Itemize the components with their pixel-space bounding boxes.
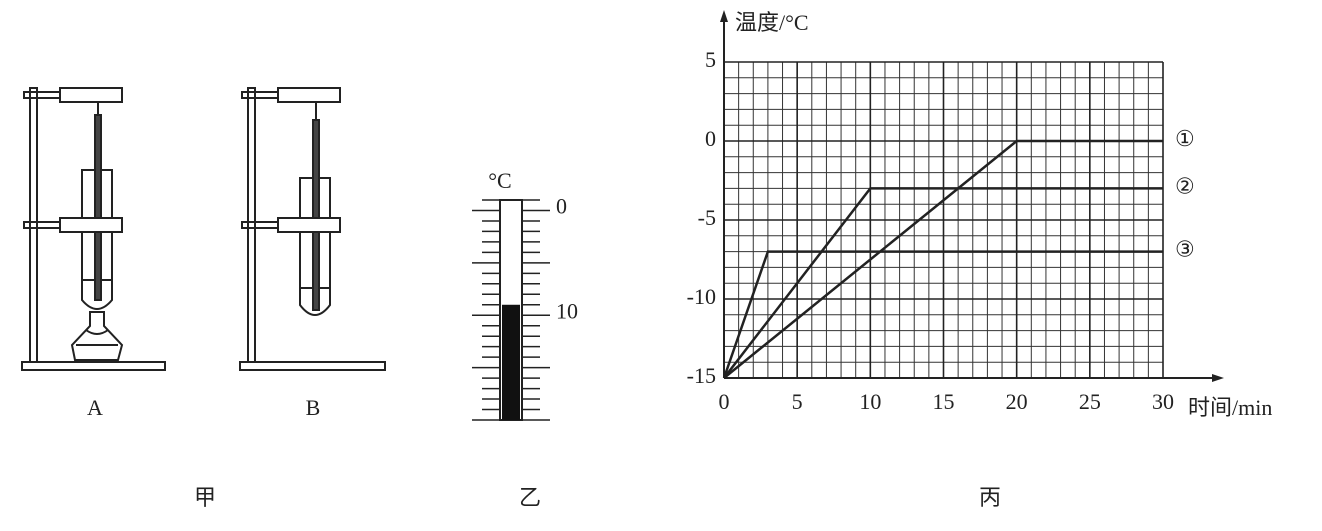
caption: 乙 xyxy=(519,485,541,510)
y-tick-label: -10 xyxy=(687,284,716,309)
x-tick-label: 30 xyxy=(1152,389,1174,414)
x-tick-label: 5 xyxy=(792,389,803,414)
apparatus-b xyxy=(239,87,386,371)
y-axis-arrow xyxy=(720,10,728,22)
x-tick-label: 15 xyxy=(933,389,955,414)
x-tick-label: 10 xyxy=(859,389,881,414)
series-label: ③ xyxy=(1175,237,1195,262)
thermometer-tick-label: 10 xyxy=(556,298,578,323)
y-axis-label: 温度/°C xyxy=(735,10,809,35)
y-tick-label: 5 xyxy=(705,47,716,72)
series-line xyxy=(722,250,1163,379)
label-a: A xyxy=(87,395,103,420)
caption: 丙 xyxy=(979,485,1001,510)
y-tick-label: -15 xyxy=(687,363,716,388)
thermometer-liquid xyxy=(502,304,520,420)
y-tick-label: 0 xyxy=(705,126,716,151)
thermometer-tick-label: 0 xyxy=(556,194,567,219)
apparatus-a xyxy=(21,87,166,371)
x-tick-label: 20 xyxy=(1006,389,1028,414)
thermometer-unit: °C xyxy=(488,168,511,193)
series-line xyxy=(723,139,1163,379)
x-tick-label: 0 xyxy=(719,389,730,414)
caption: 甲 xyxy=(194,485,216,510)
x-axis-label: 时间/min xyxy=(1188,395,1272,420)
y-tick-label: -5 xyxy=(698,205,716,230)
series-label: ① xyxy=(1175,126,1195,151)
series-line xyxy=(723,187,1163,379)
label-b: B xyxy=(306,395,321,420)
x-axis-arrow xyxy=(1212,374,1224,382)
series-label: ② xyxy=(1175,173,1195,198)
x-tick-label: 25 xyxy=(1079,389,1101,414)
